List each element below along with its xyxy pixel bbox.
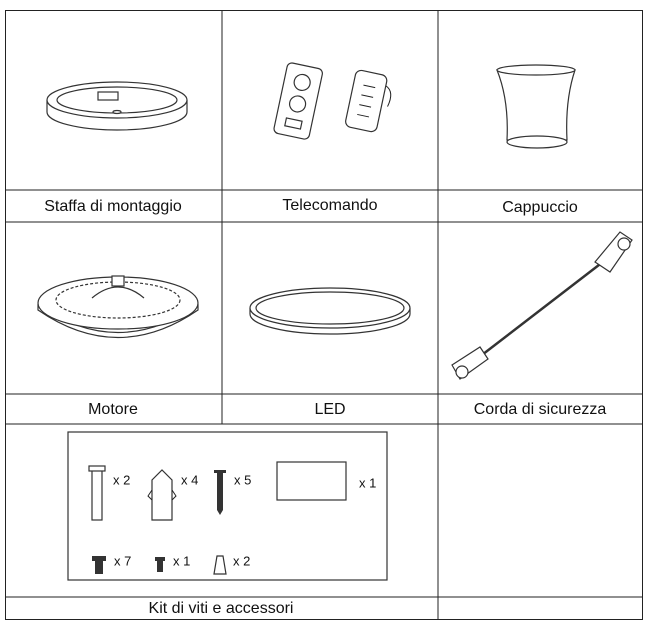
part-label: Corda di sicurezza [474,401,607,418]
cord-drawing [451,231,633,380]
part-label: Staffa di montaggio [44,198,182,215]
part-label: Cappuccio [502,199,578,216]
motor-drawing [37,275,199,339]
cap-drawing [496,64,576,149]
led-drawing [249,287,411,335]
table-grid [5,10,643,620]
part-label: Kit di viti e accessori [149,600,294,617]
quantity: x 4 [181,472,198,487]
part-label: Telecomando [282,197,377,214]
quantity: x 2 [113,472,130,487]
quantity: x 2 [233,553,250,568]
bracket-drawing [46,81,188,131]
quantity: x 7 [114,553,131,568]
quantity: x 1 [359,475,376,490]
part-label: LED [314,401,345,418]
part-label: Motore [88,401,138,418]
kit-drawing [67,431,388,581]
quantity: x 1 [173,553,190,568]
quantity: x 5 [234,472,251,487]
remote-drawing [273,62,392,140]
